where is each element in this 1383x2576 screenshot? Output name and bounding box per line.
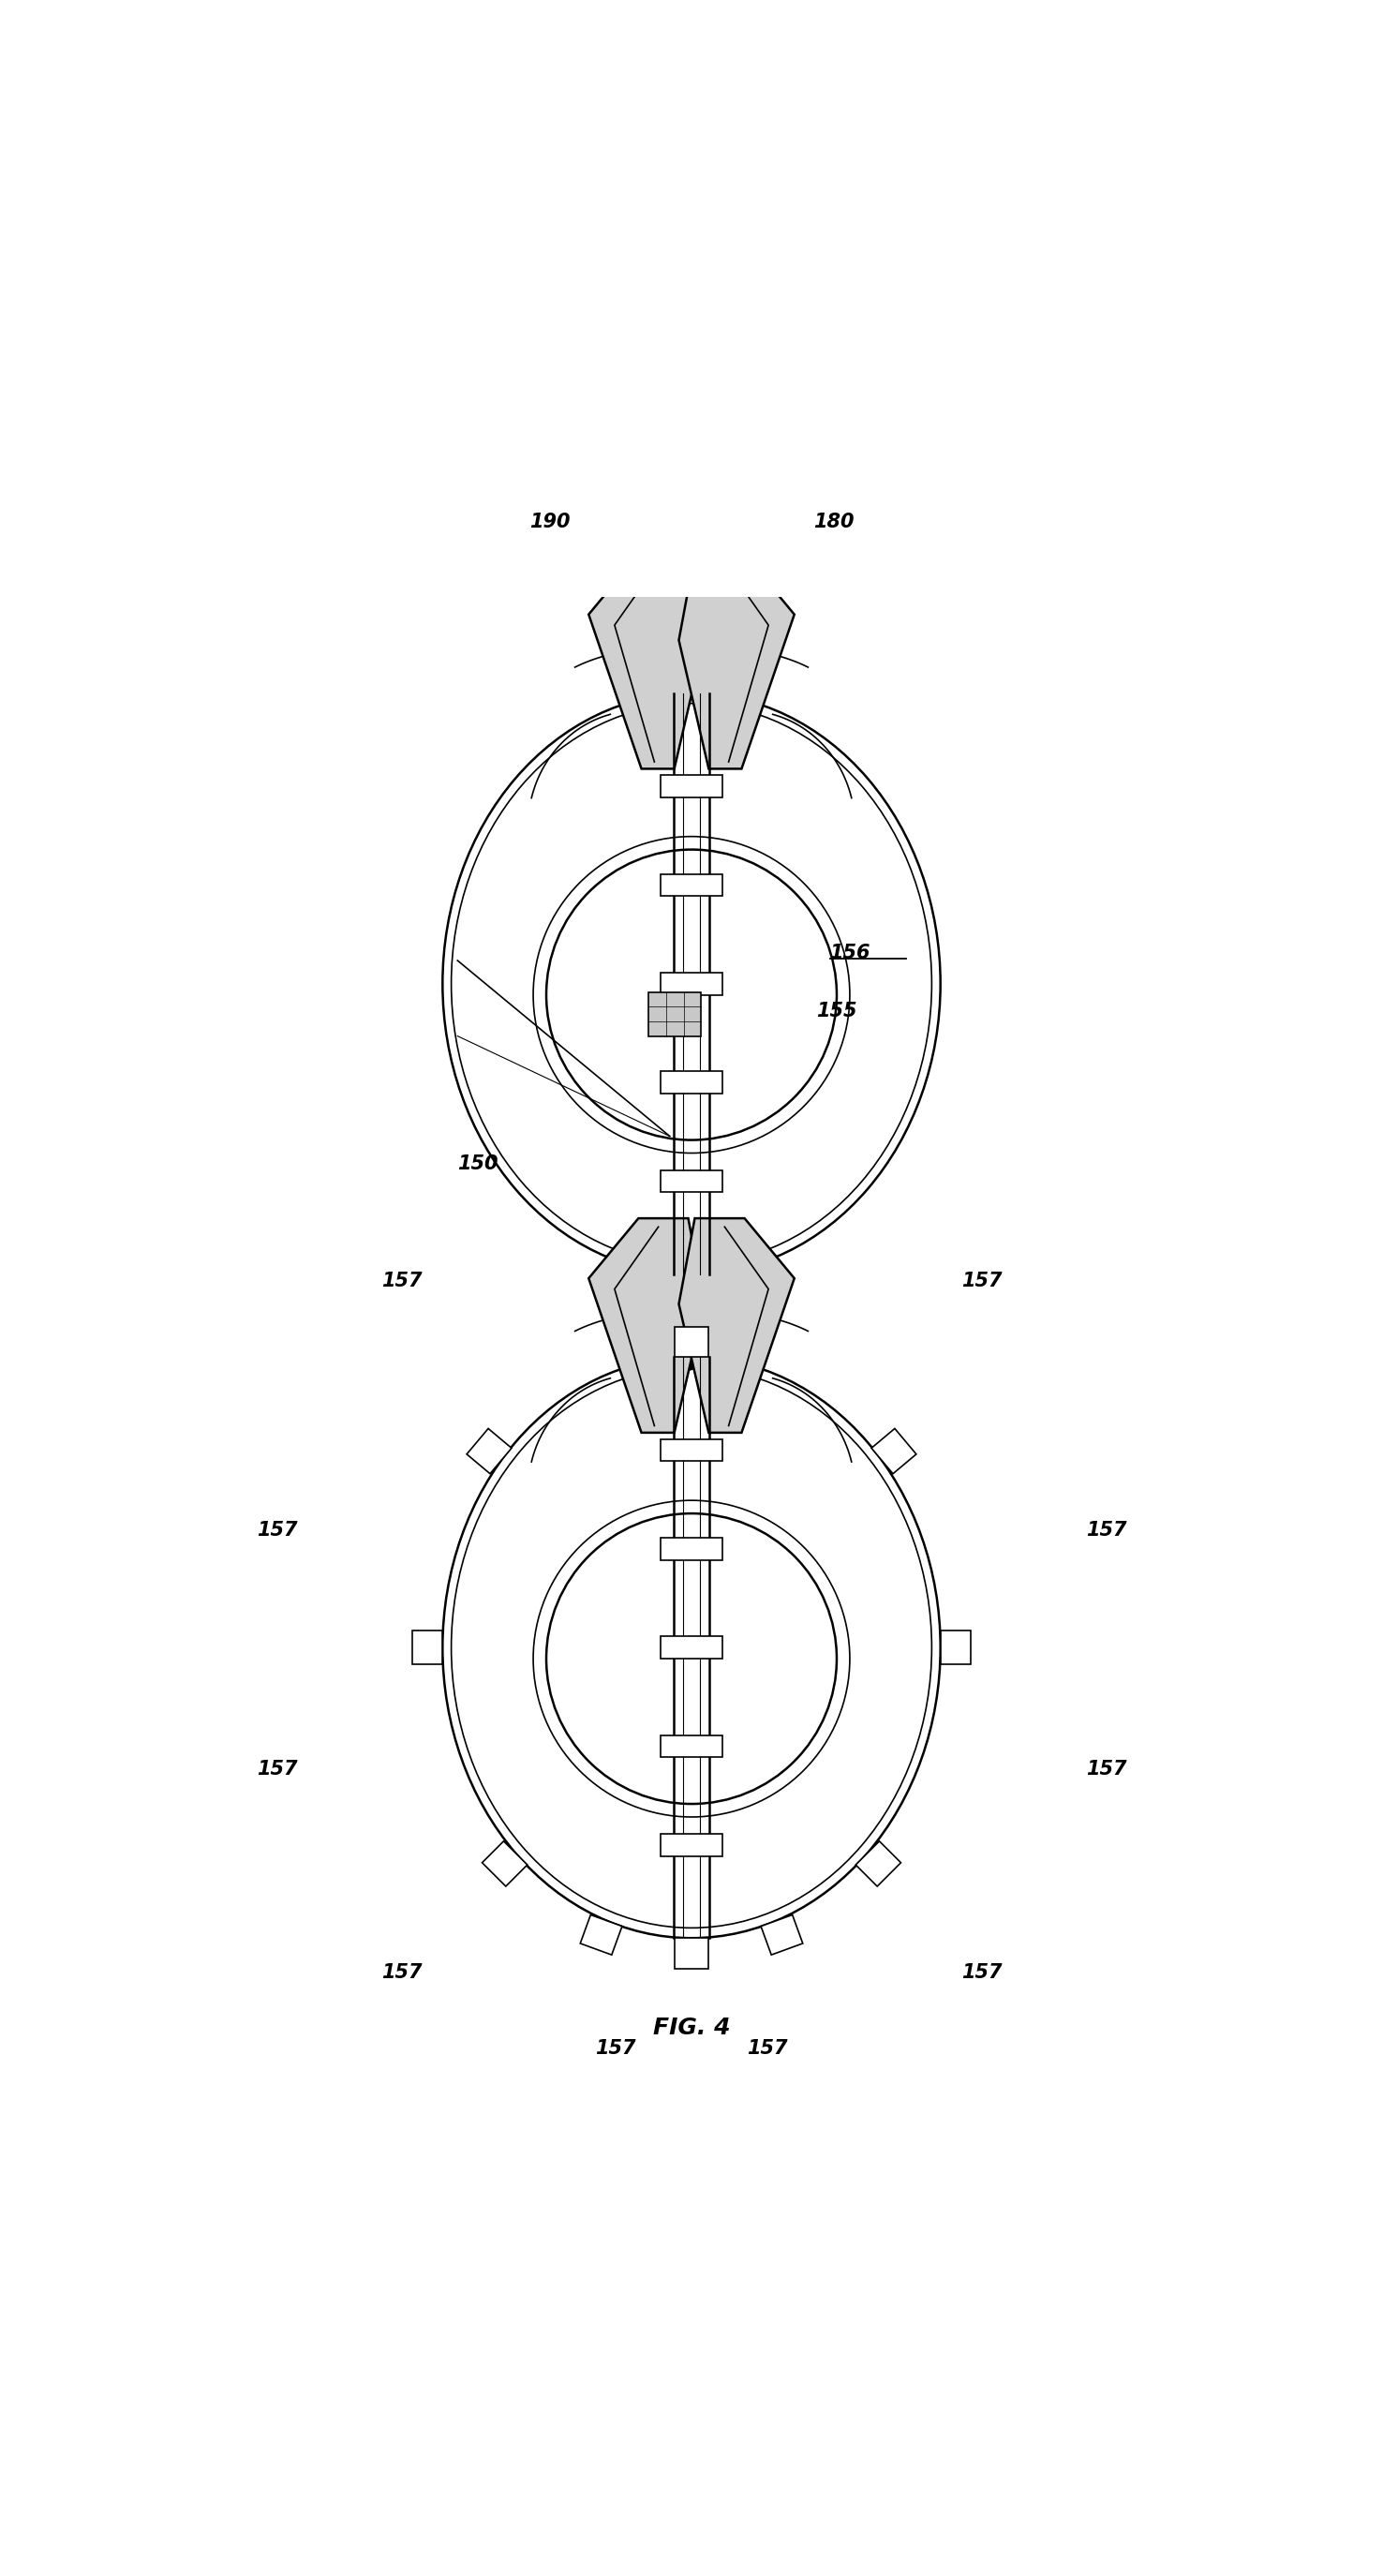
Polygon shape [761, 1914, 802, 1955]
Bar [661, 1538, 722, 1561]
Text: 157: 157 [747, 2040, 787, 2058]
Text: 157: 157 [257, 1520, 297, 1540]
Text: 157: 157 [1086, 1520, 1126, 1540]
Polygon shape [483, 1842, 527, 1886]
Bar [661, 1736, 722, 1757]
Bar [661, 1170, 722, 1193]
Text: 157: 157 [382, 1963, 422, 1981]
Polygon shape [589, 554, 704, 768]
Text: 155: 155 [816, 1002, 856, 1020]
Polygon shape [581, 1914, 622, 1955]
Bar [661, 775, 722, 796]
Polygon shape [679, 554, 794, 768]
Bar [661, 1440, 722, 1461]
Text: FIG. 4: FIG. 4 [653, 2017, 730, 2040]
Bar [661, 974, 722, 994]
Polygon shape [412, 1631, 443, 1664]
Polygon shape [589, 1218, 704, 1432]
Polygon shape [940, 1631, 971, 1664]
Text: 157: 157 [382, 1273, 422, 1291]
Text: 156: 156 [830, 943, 870, 963]
Polygon shape [675, 1327, 708, 1358]
Bar [661, 1834, 722, 1857]
Text: 157: 157 [257, 1759, 297, 1777]
Text: 157: 157 [596, 2040, 636, 2058]
Text: 157: 157 [1086, 1759, 1126, 1777]
Text: 157: 157 [961, 1963, 1001, 1981]
Polygon shape [856, 1842, 900, 1886]
Text: FIG. 3: FIG. 3 [653, 1352, 730, 1376]
Polygon shape [466, 1430, 512, 1473]
Bar [661, 873, 722, 896]
Bar [661, 1072, 722, 1095]
Polygon shape [675, 1937, 708, 1968]
Text: 190: 190 [530, 513, 570, 531]
Polygon shape [871, 1430, 917, 1473]
Polygon shape [679, 1218, 794, 1432]
Text: 157: 157 [961, 1273, 1001, 1291]
Bar [661, 1636, 722, 1659]
Text: 180: 180 [813, 513, 853, 531]
Text: 150: 150 [458, 1154, 498, 1172]
Bar [649, 992, 701, 1036]
